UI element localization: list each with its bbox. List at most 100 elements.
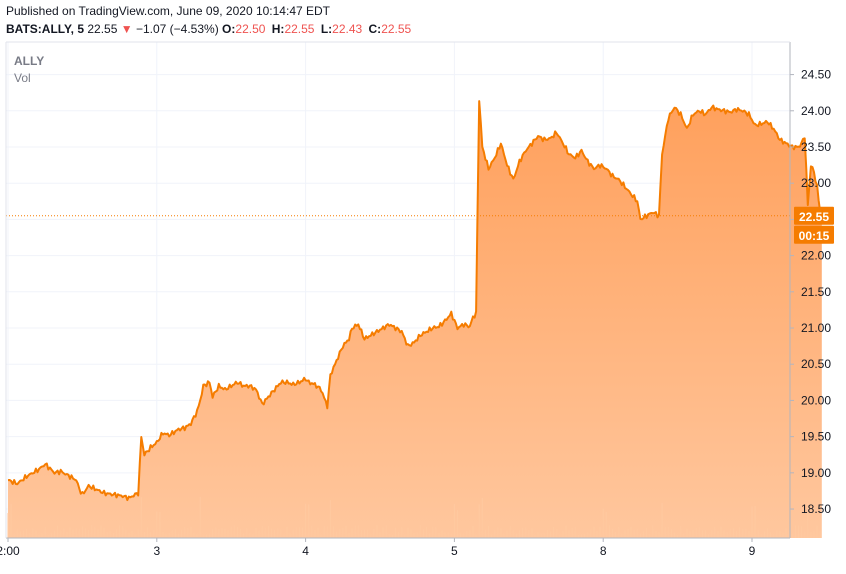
volume-bar	[72, 529, 74, 538]
volume-bar	[398, 531, 400, 538]
volume-bar	[460, 533, 462, 538]
volume-bar	[413, 533, 415, 538]
volume-bar	[447, 532, 449, 538]
high-value: 22.55	[284, 22, 315, 36]
volume-bar	[258, 530, 260, 538]
volume-bar	[165, 533, 167, 538]
volume-bar	[88, 529, 90, 538]
volume-bar	[317, 527, 319, 538]
volume-bar	[10, 503, 12, 538]
volume-bar	[342, 527, 344, 538]
volume-bar	[621, 533, 623, 538]
volume-bar	[246, 528, 248, 538]
volume-bar	[270, 528, 273, 538]
high-label: H:	[271, 22, 285, 36]
volume-bar	[549, 531, 552, 538]
volume-bar	[236, 526, 238, 538]
volume-bar	[618, 527, 620, 538]
volume-bar	[553, 526, 555, 538]
volume-bar	[432, 526, 434, 538]
volume-bar	[57, 525, 59, 538]
published-note: Published on TradingView.com, June 09, 2…	[6, 4, 330, 18]
y-tick-label: 21.50	[801, 285, 831, 299]
volume-bar	[78, 529, 80, 538]
volume-bar	[112, 532, 114, 538]
volume-bar	[140, 497, 142, 538]
volume-bar	[739, 527, 741, 538]
low-label: L:	[320, 22, 333, 36]
volume-bar	[373, 529, 375, 538]
volume-bar	[38, 534, 40, 538]
volume-bars	[7, 496, 821, 538]
volume-bar	[559, 534, 561, 538]
volume-bar	[534, 534, 536, 538]
volume-bar	[649, 533, 651, 538]
volume-bar	[308, 504, 310, 538]
volume-bar	[345, 525, 347, 538]
volume-bar	[91, 525, 93, 538]
price-line	[7, 100, 823, 502]
countdown-badge	[794, 225, 834, 244]
volume-bar	[224, 528, 226, 538]
volume-bar	[667, 527, 669, 538]
volume-bar	[478, 504, 480, 538]
volume-bar	[162, 531, 164, 538]
volume-bar	[196, 534, 198, 538]
volume-bar	[481, 497, 483, 538]
volume-bar	[19, 531, 21, 538]
volume-bar	[484, 529, 486, 538]
volume-bar	[810, 531, 812, 538]
volume-bar	[596, 531, 598, 538]
legend-symbol: ALLY	[14, 54, 45, 68]
volume-bar	[177, 533, 180, 538]
volume-bar	[658, 532, 660, 538]
volume-bar	[401, 527, 403, 538]
volume-bar	[75, 528, 77, 538]
volume-bar	[717, 531, 719, 538]
volume-bar	[469, 530, 471, 538]
volume-bar	[255, 527, 257, 538]
x-tick-label: 8	[600, 544, 607, 558]
volume-bar	[680, 526, 682, 538]
volume-bar	[475, 534, 477, 538]
volume-bar	[813, 531, 815, 538]
volume-bar	[435, 526, 437, 538]
volume-bar	[44, 526, 46, 538]
volume-bar	[69, 527, 71, 538]
volume-bar	[370, 534, 372, 538]
volume-bar	[348, 532, 350, 538]
volume-bar	[562, 531, 564, 538]
volume-bar	[456, 510, 459, 538]
last-price-badge	[794, 206, 834, 225]
volume-bar	[760, 533, 762, 538]
volume-bar	[181, 529, 183, 538]
volume-bar	[16, 529, 18, 538]
volume-bar	[779, 530, 781, 538]
volume-bar	[636, 528, 638, 538]
volume-bar	[630, 526, 632, 538]
volume-bar	[429, 533, 431, 538]
volume-bar	[574, 526, 576, 538]
volume-bar	[804, 531, 806, 538]
low-value: 22.43	[332, 22, 363, 36]
volume-bar	[422, 529, 424, 538]
volume-bar	[528, 529, 530, 538]
volume-bar	[26, 528, 28, 538]
y-tick-label: 20.50	[801, 357, 831, 371]
volume-bar	[751, 506, 753, 538]
volume-bar	[497, 527, 499, 538]
y-tick-label: 21.00	[801, 321, 831, 335]
volume-bar	[801, 526, 803, 538]
volume-bar	[274, 529, 276, 538]
volume-bar	[720, 526, 722, 538]
volume-bar	[565, 525, 567, 538]
volume-bar	[788, 531, 790, 538]
volume-bar	[537, 532, 539, 538]
volume-bar	[388, 533, 390, 538]
volume-bar	[32, 528, 34, 538]
volume-bar	[329, 500, 331, 538]
volume-bar	[305, 503, 307, 538]
volume-bar	[391, 534, 393, 538]
volume-bar	[53, 530, 56, 538]
